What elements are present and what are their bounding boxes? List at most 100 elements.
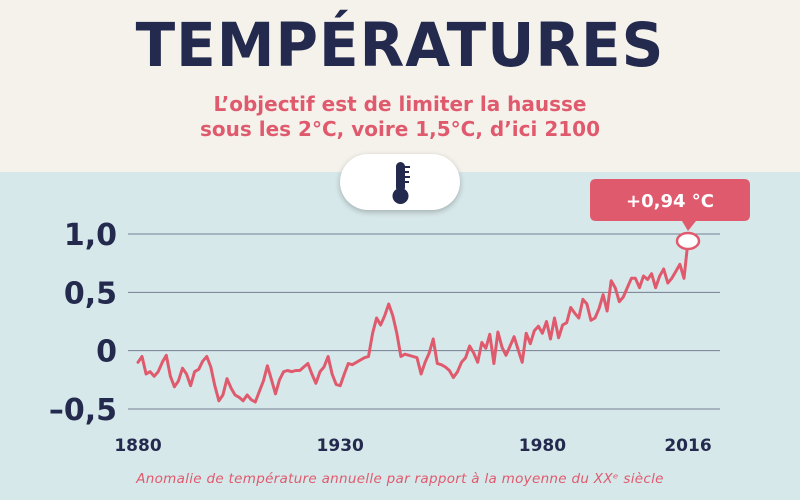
data-point [622,295,625,299]
data-point [618,300,621,303]
data-point [521,361,524,364]
data-point [565,321,568,324]
data-point [585,302,589,306]
data-point [185,372,188,376]
subtitle-line-2: sous les 2°C, voire 1,5°C, d’ici 2100 [200,117,600,141]
x-tick-label: 2016 [664,436,711,456]
data-point [371,332,374,335]
data-point [399,355,403,358]
data-point [423,361,427,364]
data-point [205,355,208,358]
data-point [144,372,148,376]
data-point [577,316,580,320]
data-point [557,336,560,339]
data-point [670,277,673,280]
x-tick-label: 1880 [114,436,161,456]
data-point [614,286,617,289]
data-point [508,344,512,348]
data-point [359,358,362,362]
data-point [367,355,370,358]
data-point [318,370,322,373]
data-point [225,377,229,380]
data-point [355,361,358,364]
data-point [460,361,463,364]
y-tick-label: 0 [96,335,117,370]
data-point [347,362,350,365]
data-point [610,279,613,282]
data-point [181,367,184,370]
header-band [0,0,800,172]
data-point [630,277,633,280]
data-point [270,378,273,381]
data-point [593,316,597,320]
data-point [302,365,305,369]
data-point [674,270,678,273]
data-point [290,370,293,373]
data-point [601,293,605,296]
data-point [496,330,500,334]
data-point [452,376,455,379]
data-point [335,383,338,386]
data-point [148,370,152,373]
x-axis-ticks: 1880 1930 1980 2016 [114,436,711,456]
data-point [678,263,682,266]
data-point [306,362,310,365]
x-tick-label: 1980 [519,436,566,456]
data-point [480,341,483,344]
data-point [537,325,540,328]
data-point [157,370,160,373]
data-point [189,384,192,387]
data-point [448,369,451,372]
data-point [533,329,536,332]
callout-label: +0,94 °C [626,191,714,212]
data-point [274,392,277,395]
data-point [250,398,253,401]
thermometer-badge [340,154,460,210]
data-point [464,356,467,359]
thermometer-icon [392,162,410,204]
data-point [379,323,382,327]
data-point [436,362,439,365]
data-point [581,298,585,301]
y-tick-label: –0,5 [49,393,117,428]
data-point [415,356,419,359]
y-tick-label: 0,5 [64,276,117,311]
data-point [468,344,471,348]
data-point [529,342,532,345]
data-point [500,346,504,349]
data-points [136,239,690,404]
data-point [504,354,508,357]
subtitle: L’objectif est de limiter la hausse sous… [0,92,800,142]
data-point [258,390,261,393]
data-point [326,355,330,358]
data-point [221,393,225,397]
data-point [254,400,257,404]
data-point [294,369,297,372]
data-point [561,323,564,327]
data-point [161,361,164,364]
data-point [217,399,221,402]
data-point [658,274,661,278]
data-point [634,277,637,280]
data-point [589,319,593,322]
data-point [488,333,491,336]
data-point [237,396,241,399]
data-point [351,363,354,366]
data-point [650,272,653,275]
data-point [363,356,366,359]
data-point [343,372,346,376]
data-point [278,378,281,381]
data-point [136,361,140,364]
data-point [432,337,435,341]
data-point [444,365,447,369]
data-point [173,385,176,388]
data-point [545,320,548,323]
data-point [213,384,216,387]
x-tick-label: 1930 [317,436,364,456]
data-point [339,384,342,387]
data-point [209,365,212,369]
data-point [375,316,378,320]
data-point [484,347,487,350]
data-point [229,386,233,390]
data-point [233,393,237,397]
